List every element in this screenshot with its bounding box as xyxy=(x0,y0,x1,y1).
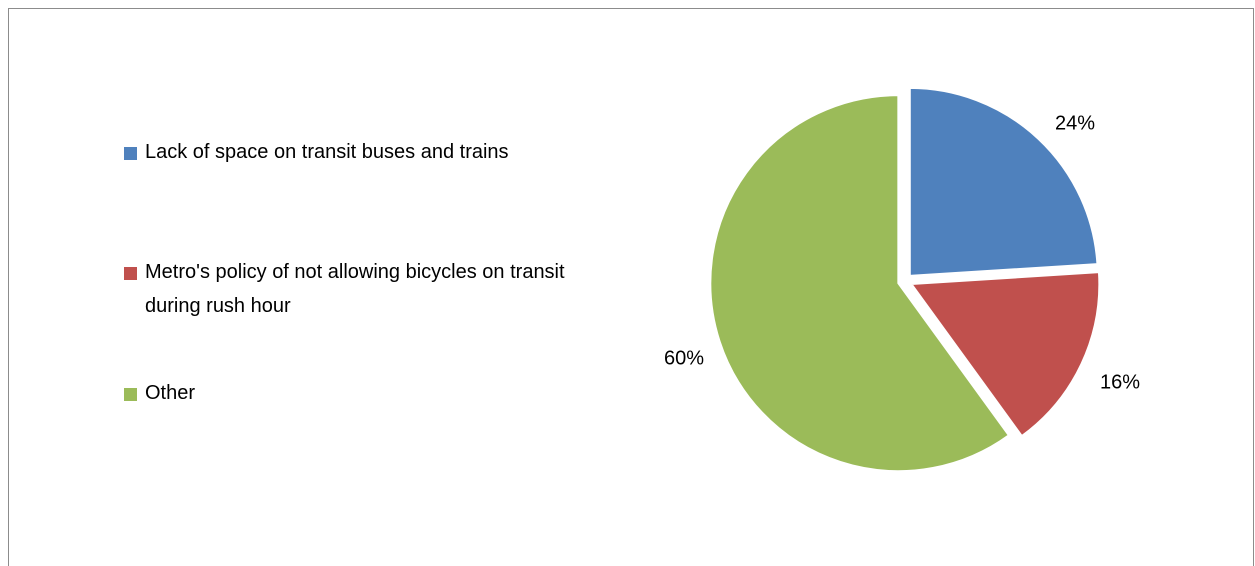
legend-label-other: Other xyxy=(145,382,196,404)
legend-label-metro-policy: Metro's policy of not allowing bicycles … xyxy=(145,261,565,317)
legend-swatch-metro-policy xyxy=(124,267,137,280)
data-label-other: 60% xyxy=(664,347,704,369)
pie-data-labels: 24% 16% 60% xyxy=(664,112,1140,393)
legend-swatch-lack-of-space xyxy=(124,147,137,160)
pie-slices xyxy=(709,86,1101,473)
pie-slice-other xyxy=(709,94,1011,473)
legend-swatch-other xyxy=(124,388,137,401)
legend-item-lack-of-space: Lack of space on transit buses and train… xyxy=(124,141,585,169)
legend-item-metro-policy: Metro's policy of not allowing bicycles … xyxy=(124,261,585,323)
legend-item-other: Other xyxy=(124,382,585,410)
pie-slice-metro-policy xyxy=(909,271,1101,438)
data-label-lack-of-space: 24% xyxy=(1055,112,1095,134)
data-label-metro-policy: 16% xyxy=(1100,371,1140,393)
legend-label-lack-of-space: Lack of space on transit buses and train… xyxy=(145,141,509,163)
pie-slice-lack-of-space xyxy=(908,86,1099,277)
